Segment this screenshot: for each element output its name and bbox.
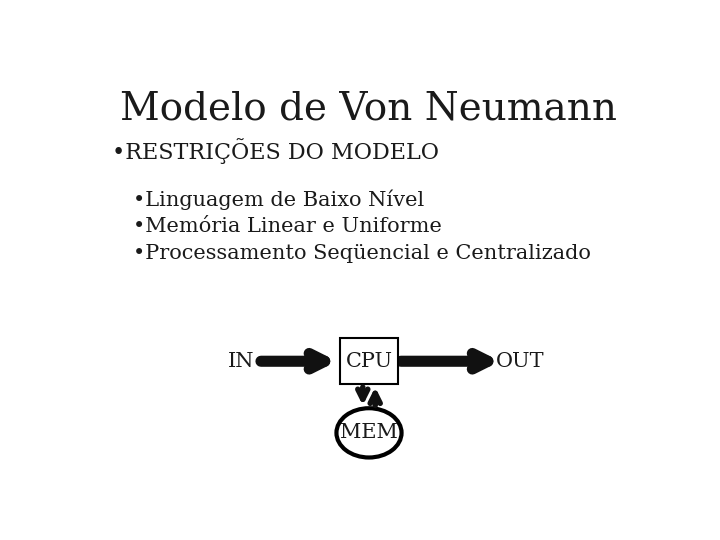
Text: •RESTRIÇÕES DO MODELO: •RESTRIÇÕES DO MODELO: [112, 138, 438, 164]
Bar: [340, 338, 398, 384]
Text: •Memória Linear e Uniforme: •Memória Linear e Uniforme: [132, 217, 441, 236]
Text: OUT: OUT: [496, 352, 544, 371]
Text: CPU: CPU: [346, 352, 392, 371]
Text: IN: IN: [228, 352, 254, 371]
Text: Modelo de Von Neumann: Modelo de Von Neumann: [120, 91, 618, 128]
Text: •Processamento Seqüencial e Centralizado: •Processamento Seqüencial e Centralizado: [132, 244, 590, 263]
Text: MEM: MEM: [340, 423, 398, 442]
Ellipse shape: [336, 408, 402, 457]
Text: •Linguagem de Baixo Nível: •Linguagem de Baixo Nível: [132, 190, 424, 210]
